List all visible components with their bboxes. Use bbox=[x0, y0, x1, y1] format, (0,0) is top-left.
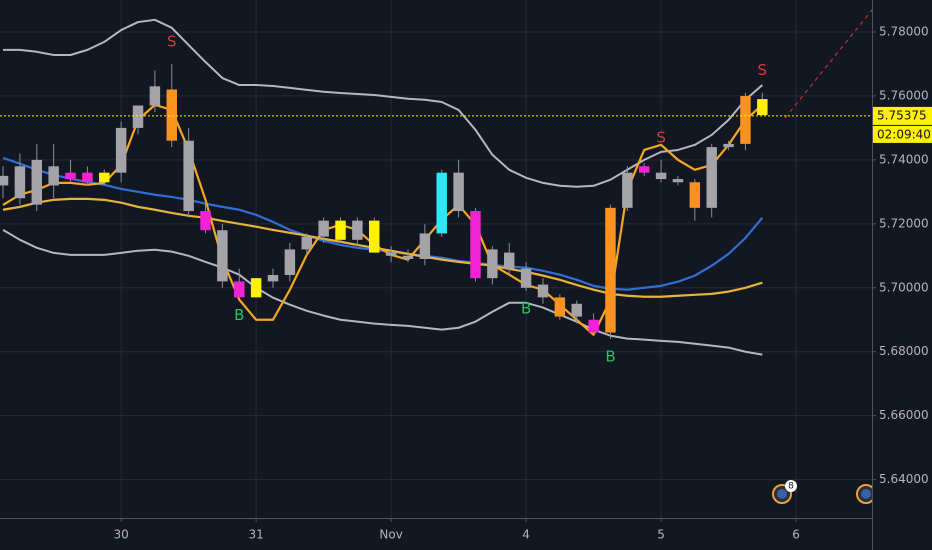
event-badge bbox=[785, 480, 797, 492]
candle-body bbox=[369, 220, 380, 253]
candle-body bbox=[318, 220, 329, 237]
signal-label: S bbox=[656, 128, 666, 146]
x-tick-label: 4 bbox=[522, 528, 530, 542]
plot-area: S B B B S S bbox=[0, 9, 872, 365]
signal-label: S bbox=[758, 61, 768, 79]
candle-body bbox=[82, 172, 93, 183]
y-tick-label: 5.74000 bbox=[879, 152, 929, 166]
countdown-box bbox=[873, 125, 932, 143]
candle-body bbox=[301, 236, 312, 250]
candle-body bbox=[132, 105, 144, 128]
candle-body bbox=[487, 249, 498, 279]
candle-body bbox=[689, 182, 701, 208]
x-tick-label: Nov bbox=[379, 528, 402, 542]
candle-body bbox=[65, 172, 76, 180]
countdown-label: 02:09:40 bbox=[877, 127, 931, 141]
candle-body bbox=[588, 319, 599, 333]
candle-body bbox=[385, 252, 397, 256]
candle-body bbox=[149, 86, 161, 106]
candle-body bbox=[166, 89, 177, 141]
signal-label: S bbox=[167, 32, 177, 50]
candle-body bbox=[503, 252, 515, 269]
indicator-line bbox=[3, 18, 763, 188]
candle-body bbox=[655, 172, 667, 180]
event-icons: 8 bbox=[772, 480, 876, 504]
candle-body bbox=[183, 140, 194, 212]
y-tick-label: 5.66000 bbox=[879, 408, 929, 422]
candle-body bbox=[453, 172, 464, 212]
candle-body bbox=[672, 179, 684, 183]
candle-body bbox=[571, 303, 582, 317]
grid bbox=[0, 0, 872, 518]
candle-body bbox=[554, 297, 566, 317]
candle-body bbox=[419, 233, 431, 259]
candle-body bbox=[605, 207, 616, 333]
x-tick-label: 6 bbox=[792, 528, 800, 542]
candle-body bbox=[622, 172, 633, 208]
y-tick-label: 5.78000 bbox=[879, 24, 929, 38]
candle-body bbox=[723, 143, 734, 148]
trend-line bbox=[784, 9, 872, 119]
event-flag bbox=[777, 489, 787, 499]
indicator-line bbox=[2, 229, 763, 356]
candle-body bbox=[537, 284, 549, 298]
candle-body bbox=[520, 268, 532, 288]
candle-body bbox=[335, 220, 346, 240]
x-tick-label: 31 bbox=[248, 528, 263, 542]
candle-body bbox=[115, 127, 127, 173]
signal-label: B bbox=[605, 347, 615, 365]
candle-body bbox=[250, 278, 262, 298]
candle-body bbox=[14, 166, 26, 199]
indicator-line bbox=[2, 103, 764, 336]
candle-body bbox=[48, 166, 59, 186]
x-tick-label: 5 bbox=[657, 528, 665, 542]
y-tick-label: 5.72000 bbox=[879, 216, 929, 230]
event-flag bbox=[861, 489, 871, 499]
y-tick-label: 5.68000 bbox=[879, 344, 929, 358]
candle-body bbox=[706, 147, 717, 208]
candle-body bbox=[0, 175, 9, 186]
candle-body bbox=[402, 255, 414, 259]
candle-body bbox=[234, 281, 245, 298]
y-tick-label: 5.64000 bbox=[879, 472, 929, 486]
candle-body bbox=[740, 95, 751, 144]
candle-body bbox=[217, 230, 228, 282]
y-tick-label: 5.70000 bbox=[879, 280, 929, 294]
candle-body bbox=[200, 211, 211, 231]
last-price-box bbox=[873, 106, 932, 125]
price-axis bbox=[872, 0, 932, 550]
signal-label: B bbox=[234, 306, 244, 324]
signal-label: B bbox=[521, 299, 531, 317]
event-badge-count: 8 bbox=[788, 482, 794, 492]
x-tick-label: 30 bbox=[114, 528, 129, 542]
last-price-label: 5.75375 bbox=[877, 108, 927, 122]
candle-body bbox=[31, 159, 43, 205]
axes: 5.78000 5.76000 5.74000 5.72000 5.70000 5.680… bbox=[114, 24, 932, 542]
candle-body bbox=[757, 99, 768, 116]
candle-body bbox=[352, 220, 363, 240]
candle-body bbox=[436, 172, 447, 234]
candle-body bbox=[284, 249, 296, 275]
candle-body bbox=[267, 274, 279, 282]
candle-body bbox=[638, 166, 650, 173]
candle-body bbox=[99, 172, 110, 183]
candle-body bbox=[470, 211, 481, 279]
y-tick-label: 5.76000 bbox=[879, 88, 929, 102]
